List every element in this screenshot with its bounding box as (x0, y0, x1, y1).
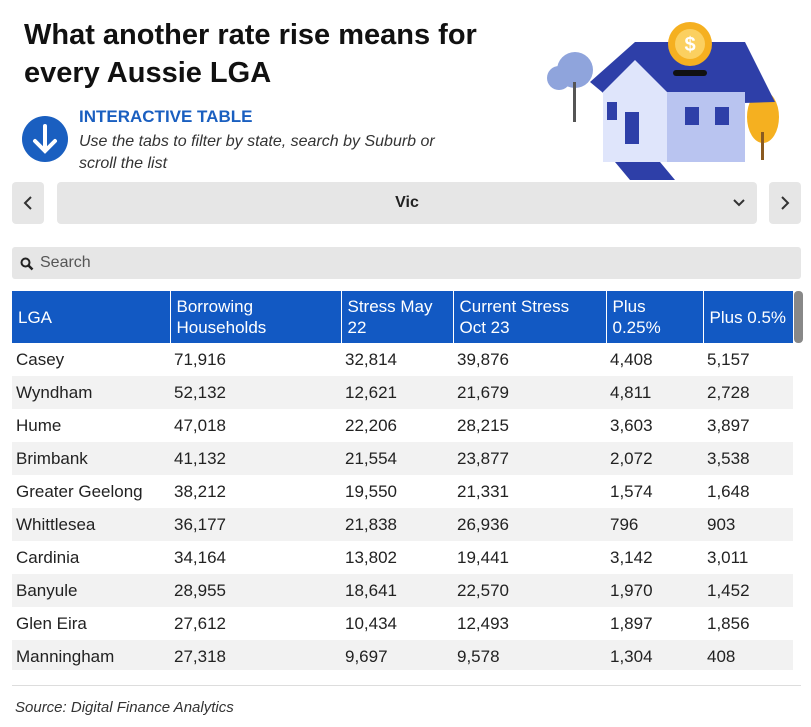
table-cell: 41,132 (170, 442, 341, 475)
table-cell: 796 (606, 508, 703, 541)
table-cell: 27,612 (174, 613, 226, 633)
table-cell: 19,550 (345, 481, 397, 501)
table-cell: 3,538 (703, 442, 793, 475)
table-cell: 408 (703, 640, 793, 670)
table-cell: 1,304 (606, 640, 703, 670)
table-cell: 1,856 (707, 613, 750, 633)
table-cell: 34,164 (174, 547, 226, 567)
table-cell: 21,554 (341, 442, 453, 475)
table-row: Greater Geelong 38,212 19,550 21,331 1,574 1,… (12, 475, 793, 508)
header-row: LGA Borrowing Households Stress May 22 Curr… (12, 291, 793, 343)
table-cell: 26,936 (453, 508, 606, 541)
table-cell: 32,814 (345, 349, 397, 369)
table-cell: 36,177 (170, 508, 341, 541)
table-cell: 38,212 (174, 481, 226, 501)
table-cell: 21,331 (457, 481, 509, 501)
table-container: LGA Borrowing Households Stress May 22 Curr… (12, 291, 793, 670)
table-row: Casey 71,916 32,814 39,876 4,408 5,157 (12, 343, 793, 376)
table-cell: Casey (16, 349, 65, 369)
table-cell: 71,916 (174, 349, 226, 369)
table-cell: 19,441 (457, 547, 509, 567)
column-header: Plus 0.5% (702, 291, 793, 343)
title: What another rate rise means for every A… (24, 19, 477, 89)
prev-tab-button[interactable] (12, 182, 44, 224)
state-dropdown[interactable]: Vic (57, 182, 757, 224)
next-tab-button[interactable] (769, 182, 801, 224)
table-row: Manningham 27,318 9,697 9,578 1,304 408 (12, 640, 793, 670)
table-cell: 47,018 (174, 415, 226, 435)
table-row: Brimbank 41,132 21,554 23,877 2,072 3,538 (12, 442, 793, 475)
table-row: Hume 47,018 22,206 28,215 3,603 3,897 (12, 409, 793, 442)
table-cell: Brimbank (12, 442, 170, 475)
house-illustration: $ (547, 22, 779, 180)
table-cell: 3,603 (610, 415, 653, 435)
table-cell: 13,802 (345, 547, 397, 567)
selected-state: Vic (395, 194, 419, 211)
scrollbar[interactable] (794, 291, 803, 343)
table-cell: 1,452 (703, 574, 793, 607)
table-cell: 3,142 (610, 547, 653, 567)
column-header: Borrowing Households (169, 291, 341, 343)
instructions: Use the tabs to filter by state, search … (79, 133, 435, 172)
table-cell: 39,876 (457, 349, 509, 369)
table-cell: Whittlesea (12, 508, 170, 541)
source: Source: Digital Finance Analytics (15, 699, 234, 716)
table-cell: 28,955 (170, 574, 341, 607)
table-cell: Banyule (12, 574, 170, 607)
table-cell: 4,408 (610, 349, 653, 369)
table-cell: 10,434 (345, 613, 397, 633)
table-cell: 1,970 (606, 574, 703, 607)
table-cell: 9,697 (341, 640, 453, 670)
table-cell: Hume (16, 415, 62, 435)
table-cell: 12,621 (341, 376, 453, 409)
table-cell: 1,574 (610, 481, 653, 501)
table-row: Wyndham 52,132 12,621 21,679 4,811 2,728 (12, 376, 793, 409)
divider (12, 685, 801, 686)
column-header: Plus 0.25% (605, 291, 703, 343)
table-cell: Glen Eira (16, 613, 87, 633)
table-cell: 28,215 (457, 415, 509, 435)
table-cell: 21,838 (341, 508, 453, 541)
table-cell: 18,641 (341, 574, 453, 607)
table-cell: 52,132 (170, 376, 341, 409)
interactive-label: INTERACTIVE TABLE (79, 107, 253, 126)
table-row: Whittlesea 36,177 21,838 26,936 796 903 (12, 508, 793, 541)
table-row: Cardinia 34,164 13,802 19,441 3,142 3,011 (12, 541, 793, 574)
table-cell: 2,728 (703, 376, 793, 409)
table-cell: 5,157 (707, 349, 750, 369)
table-cell: 3,897 (707, 415, 750, 435)
column-header: LGA (12, 291, 170, 343)
table-row: Banyule 28,955 18,641 22,570 1,970 1,452 (12, 574, 793, 607)
table-cell: 27,318 (170, 640, 341, 670)
column-header: Stress May 22 (340, 291, 453, 343)
table-cell: Wyndham (12, 376, 170, 409)
info-icon (22, 116, 68, 162)
data-table: LGA Borrowing Households Stress May 22 Curr… (12, 291, 793, 670)
search-placeholder: Search (40, 254, 91, 271)
table-cell: 21,679 (453, 376, 606, 409)
table-row: Glen Eira 27,612 10,434 12,493 1,897 1,856 (12, 607, 793, 640)
table-cell: 903 (703, 508, 793, 541)
table-cell: 1,897 (610, 613, 653, 633)
svg-text:$: $ (684, 34, 695, 56)
table-cell: 23,877 (453, 442, 606, 475)
table-cell: Greater Geelong (16, 481, 143, 501)
table-cell: 12,493 (457, 613, 509, 633)
table-cell: 22,206 (345, 415, 397, 435)
table-cell: Cardinia (16, 547, 80, 567)
table-cell: 4,811 (606, 376, 703, 409)
table-cell: 22,570 (453, 574, 606, 607)
table-cell: 1,648 (707, 481, 750, 501)
table-cell: 2,072 (606, 442, 703, 475)
table-cell: 3,011 (707, 547, 749, 567)
table-cell: 9,578 (453, 640, 606, 670)
column-header: Current Stress Oct 23 (452, 291, 606, 343)
table-cell: Manningham (12, 640, 170, 670)
search-box[interactable]: Search (12, 247, 801, 279)
